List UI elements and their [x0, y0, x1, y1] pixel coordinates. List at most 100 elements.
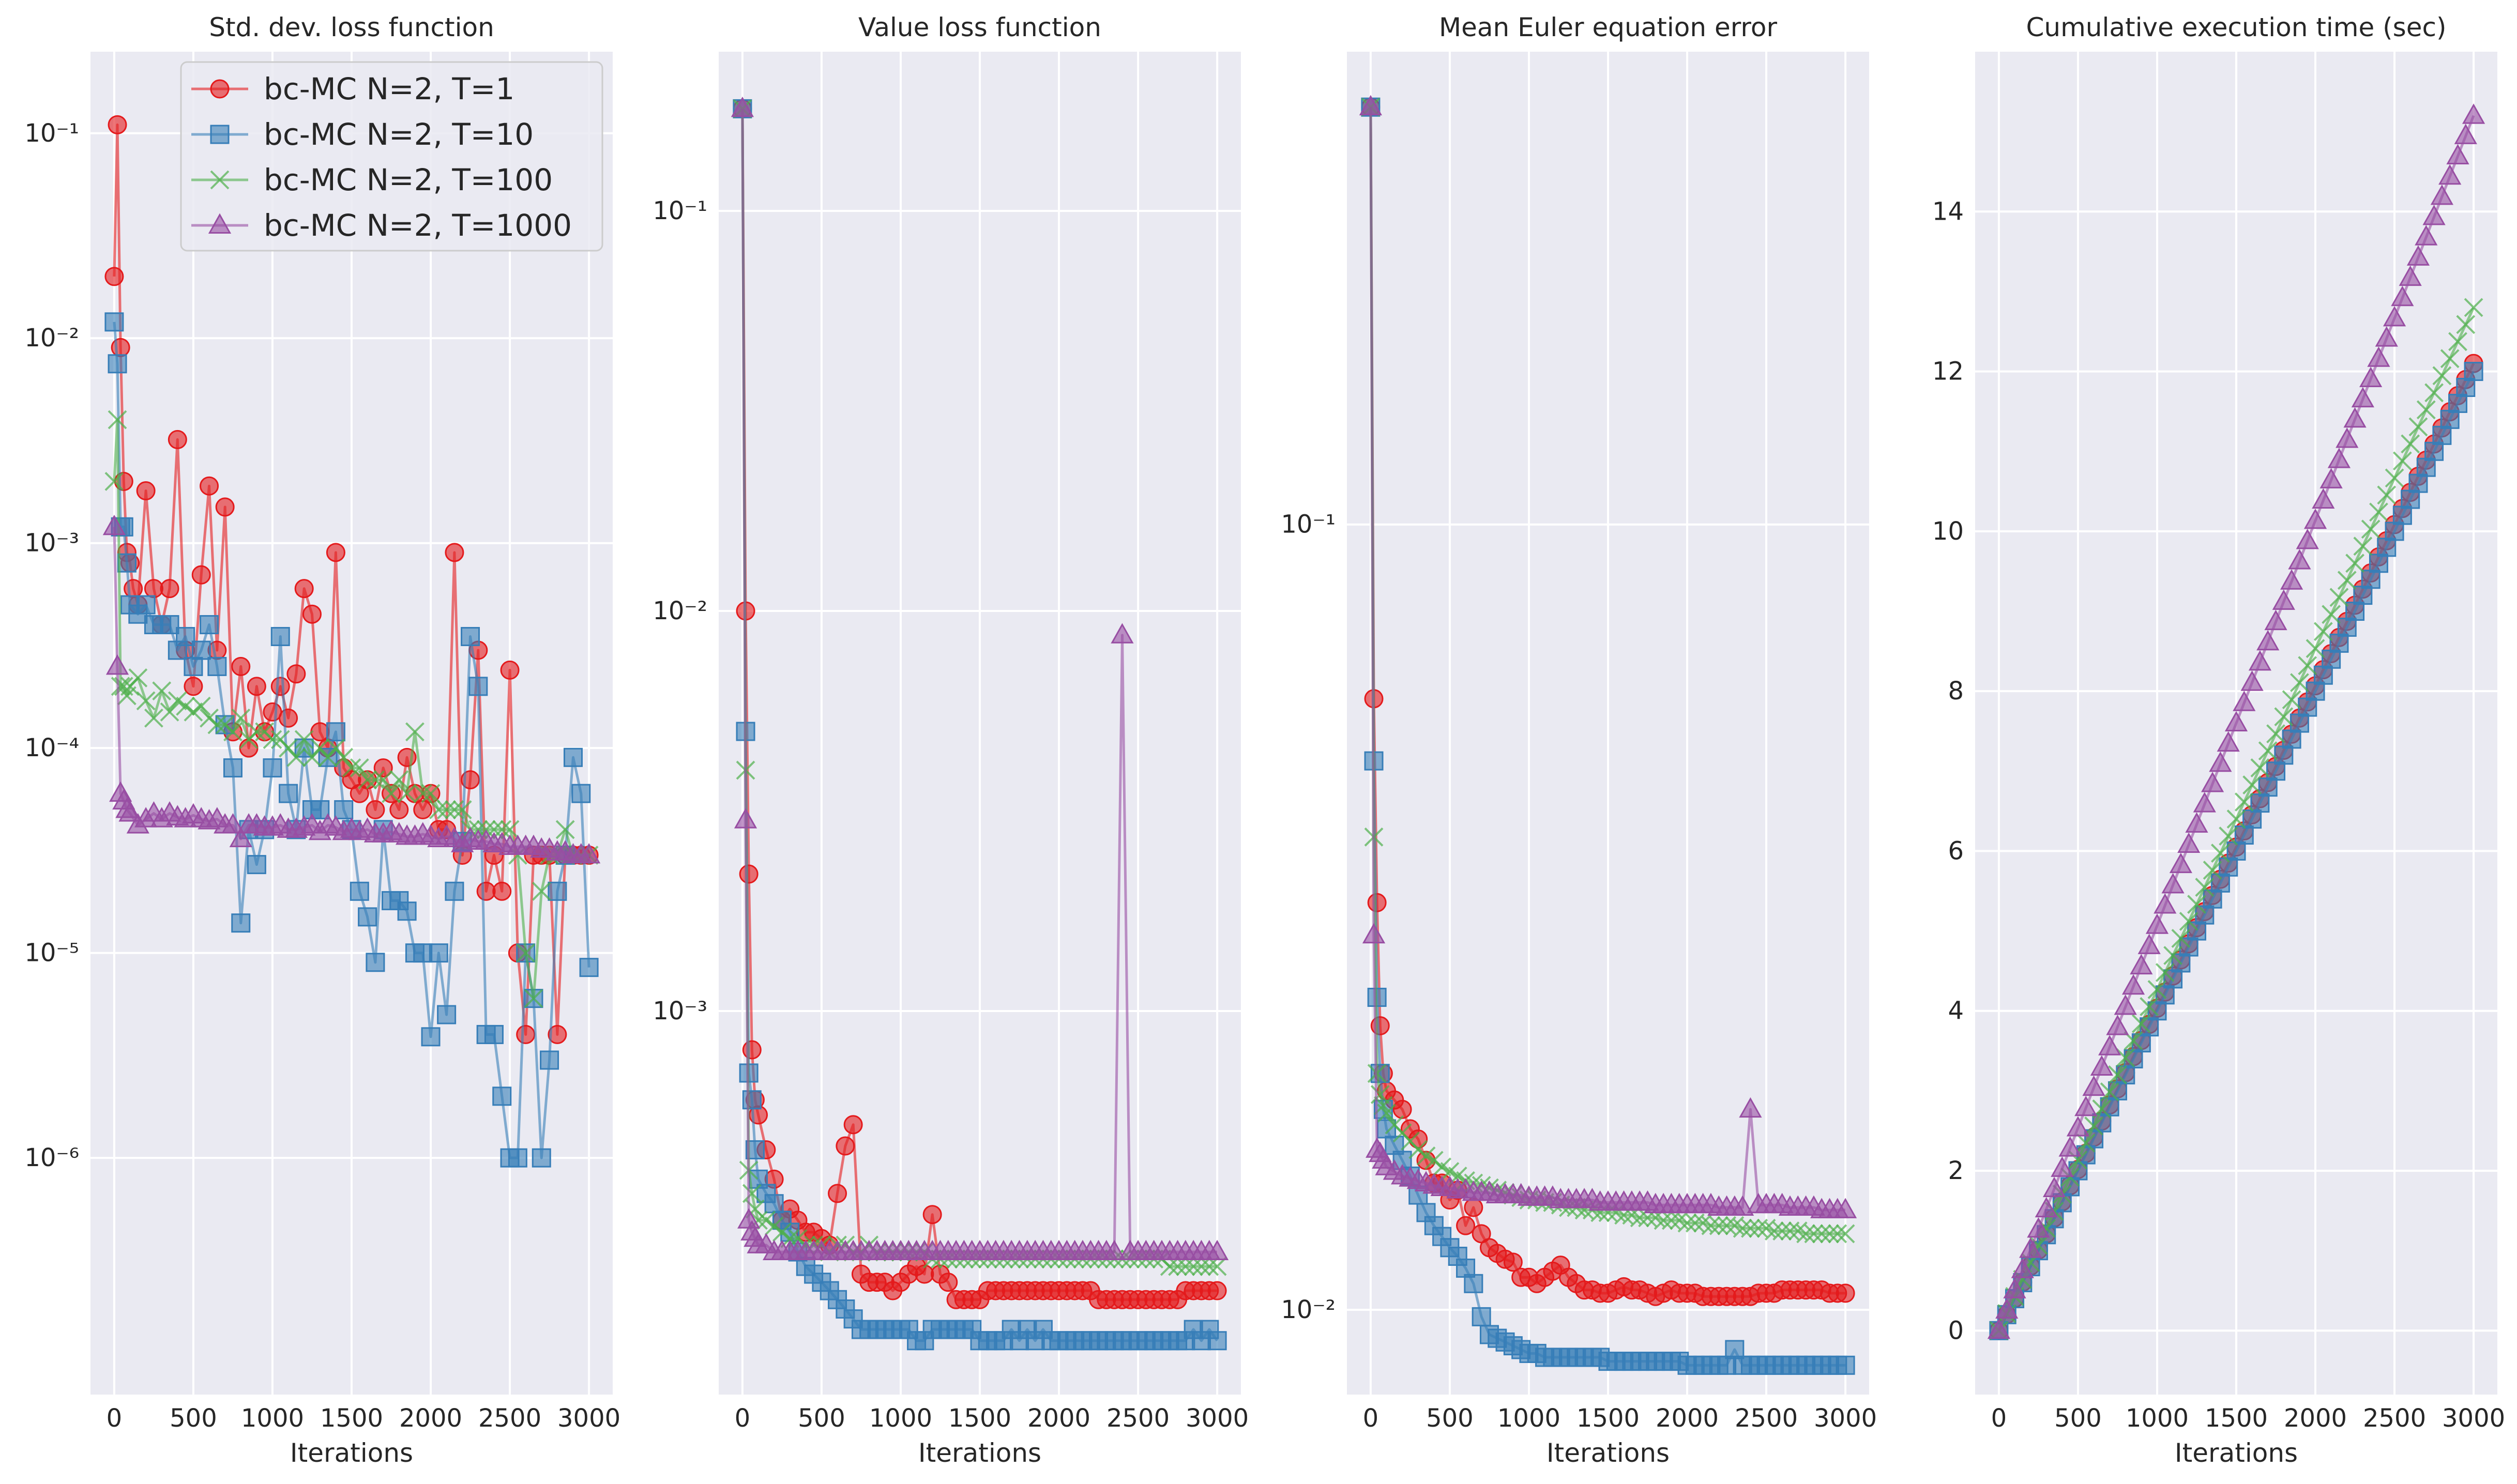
data-point	[2154, 893, 2177, 914]
data-point	[429, 943, 448, 963]
data-point	[2242, 809, 2262, 829]
data-point	[2336, 427, 2359, 448]
data-point	[579, 958, 599, 977]
data-point	[2169, 852, 2192, 874]
data-point	[2248, 650, 2272, 671]
data-point	[1370, 1085, 1390, 1104]
data-point	[2234, 792, 2254, 812]
data-point	[2274, 745, 2294, 765]
data-point	[1472, 1307, 1491, 1326]
data-point	[413, 943, 433, 963]
x-tick-label: 1500	[2205, 1404, 2268, 1433]
data-point	[270, 677, 290, 696]
data-point	[239, 738, 259, 758]
data-point	[104, 312, 124, 332]
x-tick-label: 3000	[1186, 1404, 1249, 1433]
data-point	[2406, 245, 2430, 266]
x-axis-label: Iterations	[290, 1438, 413, 1468]
data-point	[263, 730, 282, 749]
chart-value-loss: 0 500 1000 1500 2000 2500 3000 10⁻³ 10⁻² 10⁻¹ Valu…	[653, 12, 1249, 1468]
y-tick-label: 10⁻⁵	[24, 939, 79, 968]
data-point	[2345, 602, 2365, 621]
data-point	[563, 747, 583, 767]
data-point	[1739, 1097, 1762, 1118]
y-tick-label: 6	[1948, 836, 1964, 865]
x-tick-label: 500	[170, 1404, 217, 1433]
data-point	[2163, 946, 2182, 965]
data-point	[191, 565, 211, 585]
data-point	[247, 677, 266, 696]
data-point	[1456, 1216, 1476, 1235]
data-point	[2210, 844, 2230, 863]
data-point	[2313, 622, 2333, 641]
data-point	[326, 543, 345, 562]
data-point	[1772, 1221, 1792, 1241]
data-point	[2090, 1055, 2113, 1076]
data-point	[215, 497, 235, 517]
data-point	[2084, 1116, 2103, 1136]
y-tick-label: 10⁻⁴	[24, 733, 79, 762]
data-point	[548, 1024, 567, 1044]
data-point	[2051, 1156, 2074, 1177]
data-point	[1780, 1221, 1800, 1241]
data-point	[2422, 205, 2446, 225]
series-triangle	[731, 96, 1229, 1260]
x-tick-label: 2000	[1027, 1404, 1090, 1433]
series-triangle	[1987, 103, 2485, 1339]
y-tick-label: 4	[1948, 997, 1964, 1026]
series-line	[1369, 107, 1846, 1235]
x-tick-label: 1000	[241, 1404, 304, 1433]
legend-label: bc-MC N=2, T=10	[264, 117, 534, 152]
data-point	[532, 1148, 551, 1168]
data-point	[2306, 639, 2325, 659]
data-point	[144, 708, 163, 728]
data-point	[373, 770, 393, 790]
data-point	[118, 801, 142, 822]
data-point	[571, 784, 591, 803]
data-point	[1207, 1281, 1227, 1301]
data-point	[2147, 980, 2167, 999]
data-point	[111, 677, 130, 696]
data-point	[1733, 1218, 1752, 1238]
data-point	[247, 722, 266, 742]
data-point	[2187, 921, 2206, 941]
data-point	[334, 747, 354, 767]
data-point	[231, 708, 251, 728]
data-point	[184, 656, 203, 676]
data-point	[484, 1024, 504, 1044]
data-point	[2209, 751, 2232, 772]
data-point	[2161, 873, 2185, 894]
y-tick-label: 10⁻¹	[1281, 510, 1336, 539]
data-point	[108, 354, 127, 374]
data-point	[2177, 832, 2201, 853]
data-point	[492, 820, 512, 839]
data-point	[1701, 1216, 1721, 1235]
data-point	[1103, 1240, 1126, 1260]
data-point	[2385, 522, 2404, 541]
data-point	[2432, 425, 2452, 445]
data-point	[468, 677, 488, 696]
y-tick-label: 10⁻³	[24, 529, 79, 558]
data-point	[2240, 670, 2264, 691]
data-point	[437, 800, 457, 819]
data-point	[223, 722, 242, 742]
data-point	[2361, 519, 2380, 539]
data-point	[405, 722, 424, 742]
data-point	[1731, 1195, 1754, 1216]
data-point	[160, 702, 179, 722]
data-point	[2416, 457, 2436, 477]
data-point	[2282, 729, 2301, 749]
data-point	[756, 1211, 776, 1230]
data-point	[836, 1136, 855, 1156]
data-point	[828, 1184, 847, 1203]
chart-euler-error: 0 500 1000 1500 2000 2500 3000 10⁻² 10⁻¹ Mean Eul…	[1281, 12, 1877, 1468]
data-point	[223, 758, 242, 778]
data-point	[577, 843, 601, 864]
data-point	[2408, 473, 2428, 493]
legend: bc-MC N=2, T=1 bc-MC N=2, T=10 bc-MC N=2, …	[180, 61, 603, 252]
series-triangle	[1359, 95, 1857, 1218]
x-tick-label: 2000	[399, 1404, 462, 1433]
data-point	[2233, 691, 2256, 711]
data-point	[452, 800, 472, 819]
